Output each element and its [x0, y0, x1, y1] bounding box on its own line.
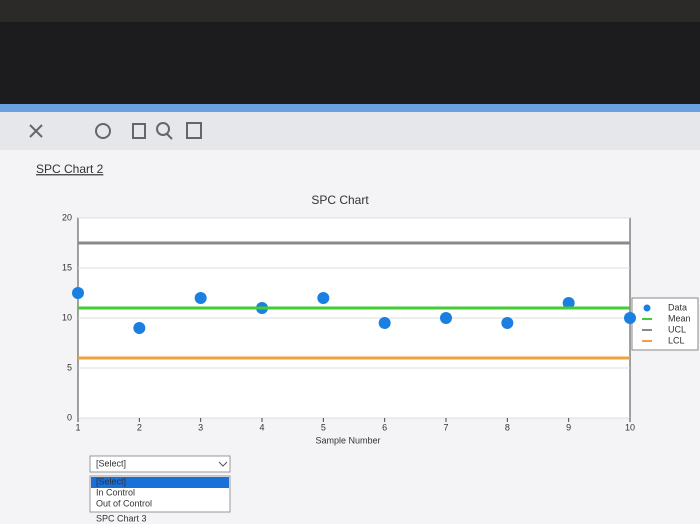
legend-label: Data	[668, 302, 687, 312]
data-point	[72, 287, 84, 299]
data-point	[378, 317, 391, 329]
y-tick-label: 5	[67, 362, 72, 372]
data-point	[317, 292, 330, 304]
data-point	[194, 292, 207, 304]
toolbar-icons[interactable]	[29, 122, 202, 140]
x-tick-label: 10	[625, 422, 635, 432]
x-tick-label: 2	[137, 422, 142, 432]
option-highlight	[91, 477, 229, 488]
data-point	[440, 312, 452, 324]
legend	[631, 297, 699, 351]
dropdown[interactable]	[89, 455, 231, 473]
x-tick-label: 1	[75, 422, 80, 432]
chart-title: SPC Chart	[311, 193, 369, 207]
next-link[interactable]: SPC Chart 3	[96, 513, 147, 523]
y-tick-label: 0	[67, 412, 72, 422]
window-strip	[0, 104, 700, 112]
x-tick-label: 8	[505, 422, 510, 432]
legend-label: Mean	[668, 313, 691, 323]
legend-swatch	[643, 304, 651, 312]
data-point	[501, 317, 514, 329]
x-tick-label: 9	[566, 422, 571, 432]
y-tick-label: 15	[62, 262, 72, 272]
dropdown-option[interactable]: In Control	[96, 487, 135, 497]
bezel-top	[0, 0, 700, 22]
data-point	[133, 322, 146, 334]
y-tick-label: 10	[62, 312, 72, 322]
x-tick-label: 3	[198, 422, 203, 432]
dropdown-arrow	[218, 461, 228, 467]
dropdown-option[interactable]: [Select]	[96, 476, 126, 486]
legend-label: UCL	[668, 324, 686, 334]
toolbar	[0, 112, 700, 150]
dropdown-selected[interactable]: [Select]	[96, 458, 126, 468]
x-tick-label: 7	[443, 422, 448, 432]
dropdown-option[interactable]: Out of Control	[96, 498, 152, 508]
chart-link[interactable]: SPC Chart 2	[36, 162, 104, 176]
data-point	[624, 312, 636, 324]
x-axis-label: Sample Number	[315, 435, 380, 445]
data-point	[562, 297, 575, 309]
x-tick-label: 6	[382, 422, 387, 432]
x-tick-label: 5	[321, 422, 326, 432]
y-tick-label: 20	[62, 212, 72, 222]
x-tick-label: 4	[259, 422, 264, 432]
legend-label: LCL	[668, 335, 685, 345]
